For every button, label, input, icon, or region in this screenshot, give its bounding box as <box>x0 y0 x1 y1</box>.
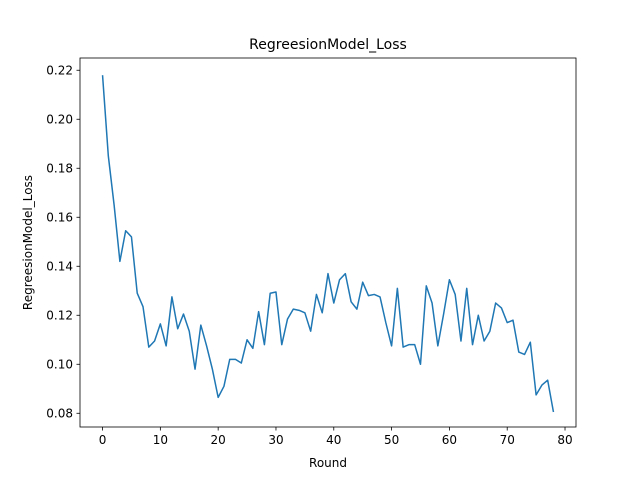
y-tick-label: 0.22 <box>46 63 73 77</box>
x-tick-label: 80 <box>557 433 572 447</box>
y-tick-label: 0.14 <box>46 259 73 273</box>
x-tick-label: 70 <box>500 433 515 447</box>
y-tick-label: 0.08 <box>46 406 73 420</box>
x-tick-label: 10 <box>153 433 168 447</box>
y-tick-label: 0.16 <box>46 210 73 224</box>
x-tick-label: 40 <box>326 433 341 447</box>
series-line-0 <box>101 75 555 413</box>
series-layer <box>101 75 555 413</box>
y-axis-title: RegreesionModel_Loss <box>21 175 35 310</box>
y-axis: 0.08 0.10 0.12 0.14 0.16 0.18 0.20 0.22 <box>46 63 80 420</box>
y-tick-label: 0.20 <box>46 112 73 126</box>
x-tick-label: 30 <box>268 433 283 447</box>
y-tick-label: 0.18 <box>46 161 73 175</box>
x-axis-title: Round <box>309 456 347 470</box>
x-tick-label: 20 <box>211 433 226 447</box>
x-axis: 0 10 20 30 40 50 60 70 80 <box>99 427 573 447</box>
chart-title: RegreesionModel_Loss <box>249 37 407 53</box>
x-tick-label: 0 <box>99 433 107 447</box>
x-tick-label: 60 <box>442 433 457 447</box>
plot-area-frame <box>79 57 577 428</box>
y-tick-label: 0.12 <box>46 308 73 322</box>
y-tick-label: 0.10 <box>46 357 73 371</box>
x-tick-label: 50 <box>384 433 399 447</box>
